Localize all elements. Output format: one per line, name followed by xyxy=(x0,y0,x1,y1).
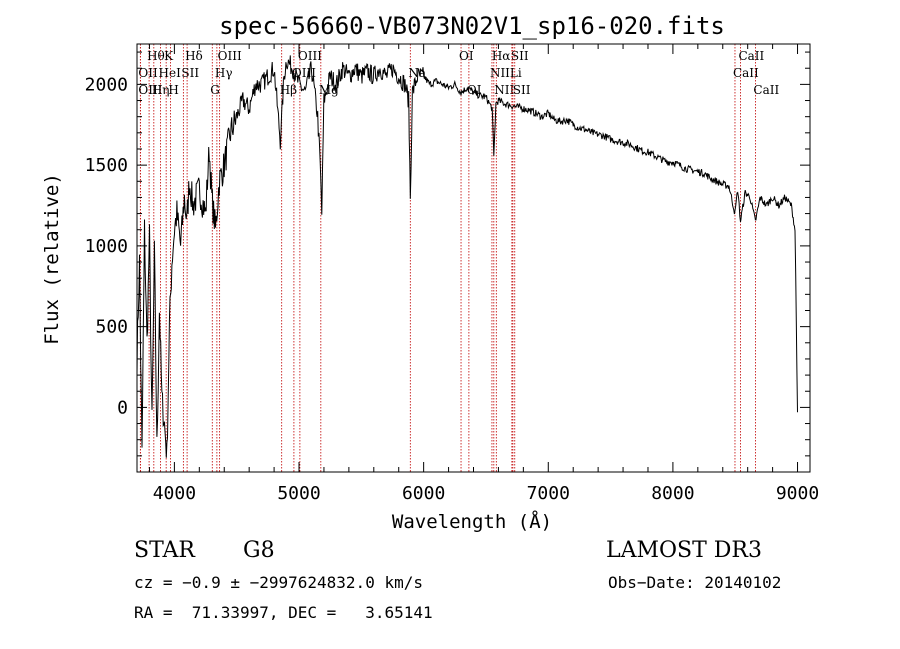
spectral-line-label: OI xyxy=(459,49,474,63)
spectral-line-label: CaII xyxy=(733,66,759,80)
spectral-line-label: H xyxy=(168,83,178,97)
spectral-line-label: K xyxy=(164,49,174,63)
spectrum-series xyxy=(136,55,798,458)
x-tick-label: 7000 xyxy=(527,483,570,504)
obs-date: Obs−Date: 20140102 xyxy=(608,573,782,592)
coordinates: RA = 71.33997, DEC = 3.65141 xyxy=(134,603,433,622)
spectral-line-label: CaII xyxy=(753,83,779,97)
spectral-line-label: Na xyxy=(408,66,426,80)
x-tick-label: 4000 xyxy=(153,483,196,504)
redshift-info: cz = −0.9 ± −2997624832.0 km/s xyxy=(134,573,423,592)
x-axis-label: Wavelength (Å) xyxy=(392,510,552,533)
survey-name: LAMOST DR3 xyxy=(606,538,762,563)
spectral-line-label: Hγ xyxy=(215,66,233,80)
x-tick-label: 8000 xyxy=(651,483,694,504)
x-tick-label: 9000 xyxy=(776,483,819,504)
spectral-line-label: OII xyxy=(138,66,158,80)
spectral-line-label: SII xyxy=(513,83,531,97)
y-tick-label: 2000 xyxy=(85,74,128,95)
spectral-line-label: Hδ xyxy=(185,49,203,63)
spectral-line-label: OIII xyxy=(298,49,322,63)
spectral-line-label: Hα xyxy=(492,49,511,63)
spectral-line-label: CaII xyxy=(738,49,764,63)
spectral-line-label: Hη xyxy=(152,83,170,97)
spectral-line-label: Hβ xyxy=(280,83,297,97)
spectral-line-label: HeI xyxy=(159,66,182,80)
y-tick-label: 1000 xyxy=(85,236,128,257)
spectrum-line xyxy=(136,55,798,458)
axis-ticks: 4000 5000 6000 7000 8000 9000 0 500 1000 1500 2000 xyxy=(85,44,819,504)
x-tick-label: 5000 xyxy=(277,483,320,504)
spectral-line-label: Hθ xyxy=(147,49,165,63)
x-tick-label: 6000 xyxy=(402,483,445,504)
object-class: STAR xyxy=(134,538,195,563)
spectral-line-label: Li xyxy=(510,66,522,80)
y-tick-label: 1500 xyxy=(85,155,128,176)
y-tick-label: 500 xyxy=(95,317,128,338)
spectral-line-label: G xyxy=(210,83,220,97)
spectral-line-label: SII xyxy=(181,66,199,80)
spectral-line-label: OIII xyxy=(138,83,162,97)
chart-title: spec-56660-VB073N02V1_sp16-020.fits xyxy=(219,12,725,40)
y-axis-label: Flux (relative) xyxy=(41,173,63,345)
plot-frame xyxy=(136,43,811,473)
object-subclass: G8 xyxy=(243,538,275,563)
y-tick-label: 0 xyxy=(117,397,128,418)
spectral-line-label: NII xyxy=(490,66,510,80)
spectral-line-label: OIII xyxy=(218,49,242,63)
spectral-line-label: SII xyxy=(511,49,529,63)
spectral-line-label: NII xyxy=(494,83,514,97)
